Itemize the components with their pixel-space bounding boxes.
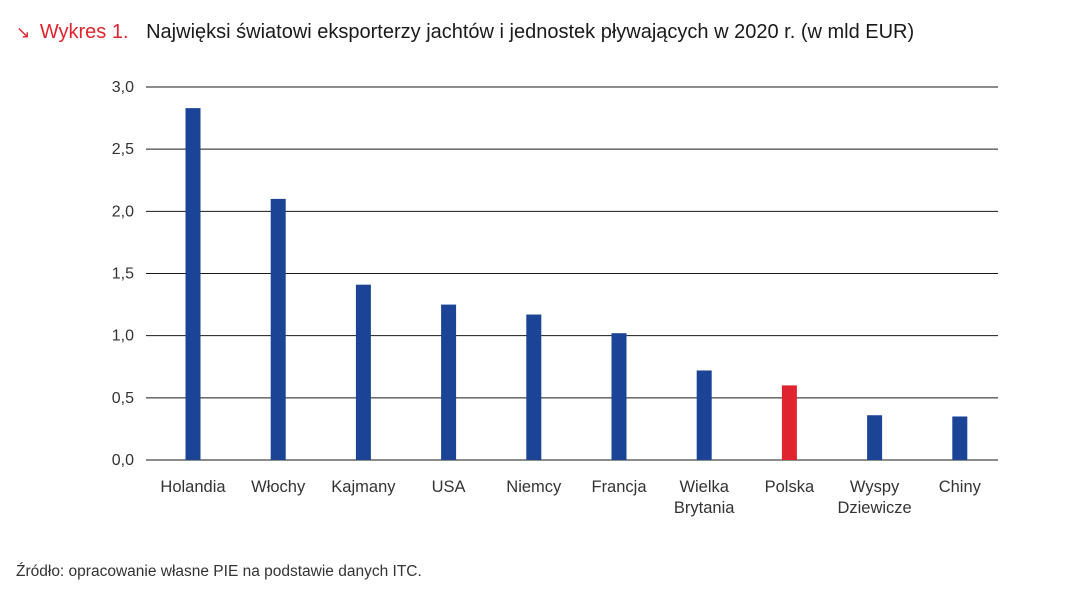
x-tick-label: Wielka Brytania [674,478,735,517]
bar [355,284,371,460]
grid-lines [146,86,998,461]
x-tick-label: Kajmany [331,478,396,496]
bar [185,108,201,461]
figure-label: Wykres 1. [39,21,129,43]
x-tick-label: Holandia [160,478,226,496]
source-note: Źródło: opracowanie własne PIE na podsta… [16,563,422,580]
x-tick-label: Wyspy Dziewicze [837,478,911,517]
x-axis-labels: Holandia Włochy Kajmany USA Niemcy Francja Wie… [160,478,981,517]
x-tick-label: Francja [591,478,647,496]
arrow-down-right-icon: ↘ [16,23,31,42]
x-tick-label: Włochy [251,478,306,496]
x-tick-label: USA [432,478,466,496]
chart-title: Najwięksi światowi eksporterzy jachtów i… [146,21,915,43]
y-tick-label: 2,5 [112,141,134,158]
bar [611,333,627,460]
bar [952,416,968,460]
bar [781,385,797,460]
bar [270,198,286,460]
y-tick-label: 1,5 [112,266,134,283]
y-tick-label: 3,0 [112,79,134,96]
bar [867,415,883,460]
bar [526,314,542,460]
y-axis-ticks: 0,0 0,5 1,0 1,5 2,0 2,5 3,0 [112,79,134,469]
chart-title-row: ↘ Wykres 1. Najwięksi światowi eksporter… [16,19,914,46]
bars [185,108,968,461]
x-tick-label: Niemcy [506,478,562,496]
y-tick-label: 1,0 [112,328,134,345]
x-tick-label: Polska [765,478,815,496]
x-tick-label: Chiny [939,478,982,496]
bar-chart: 0,0 0,5 1,0 1,5 2,0 2,5 3,0 Holandia Włochy Kajm… [112,79,998,517]
y-tick-label: 2,0 [112,203,134,220]
y-tick-label: 0,0 [112,452,134,469]
bar [441,304,457,460]
bar [696,370,712,460]
y-tick-label: 0,5 [112,390,134,407]
